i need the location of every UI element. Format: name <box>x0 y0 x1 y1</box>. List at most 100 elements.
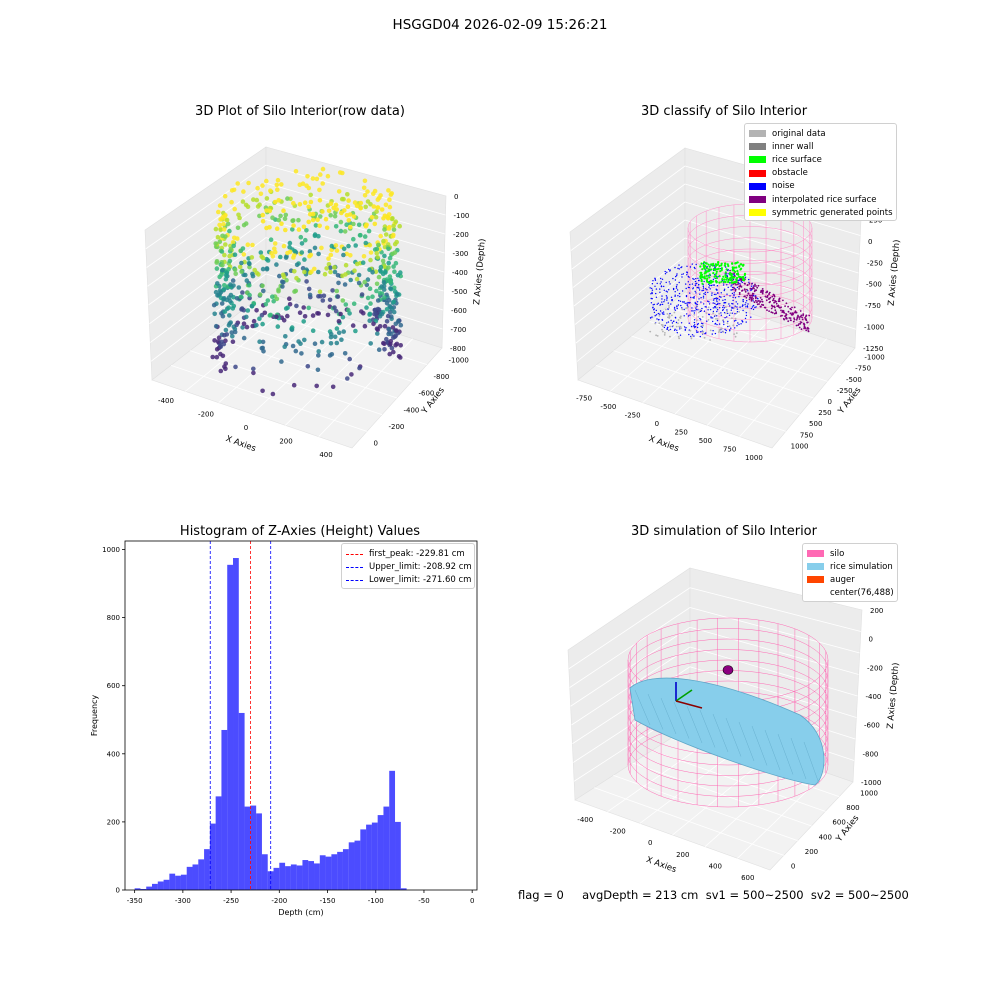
legend-item: obstacle <box>749 167 892 180</box>
rice-surface-point <box>723 278 726 281</box>
scatter-point <box>235 181 240 186</box>
interpolated-point <box>806 321 809 324</box>
y-tick-label: -400 <box>404 406 420 414</box>
scatter-point <box>362 193 368 198</box>
noise-point <box>707 291 709 294</box>
z-tick-label: 0 <box>869 636 873 644</box>
noise-point <box>717 276 719 278</box>
interpolated-point <box>768 310 770 312</box>
scatter-point <box>245 242 251 247</box>
noise-point <box>736 308 739 310</box>
noise-point <box>736 311 739 313</box>
noise-point <box>730 285 732 287</box>
scatter-point <box>372 188 378 194</box>
noise-point <box>672 277 674 280</box>
rice-surface-point <box>727 264 730 268</box>
noise-point <box>708 301 710 303</box>
legend-item: silo <box>807 547 893 560</box>
noise-point <box>715 304 717 306</box>
legend-label: interpolated rice surface <box>772 194 877 205</box>
scatter-point <box>275 324 281 329</box>
scatter-point <box>363 204 369 210</box>
interpolated-point <box>753 285 756 287</box>
histogram-bar <box>209 823 216 890</box>
legend-swatch <box>749 130 766 138</box>
scatter-point <box>349 372 354 377</box>
noise-point <box>676 332 678 334</box>
scatter-point <box>302 337 307 343</box>
z-tick-label: -1000 <box>861 779 881 787</box>
grid-line <box>568 587 691 670</box>
interpolated-point <box>744 283 746 285</box>
noise-point <box>695 277 697 280</box>
interpolated-point <box>739 284 742 287</box>
silo-wire <box>687 271 813 320</box>
x-tick-label: 0 <box>655 420 659 428</box>
interpolated-point <box>770 307 773 310</box>
scatter-point <box>382 253 387 259</box>
x-tick-label: 0 <box>244 424 248 432</box>
noise-point <box>687 286 690 289</box>
rice-surface-point <box>715 277 718 280</box>
scatter-point <box>377 324 383 329</box>
scatter-point <box>358 200 364 206</box>
noise-point <box>733 294 735 296</box>
interpolated-point <box>801 316 803 319</box>
scatter-point <box>381 216 386 221</box>
interpolated-point <box>806 326 809 329</box>
noise-point <box>656 282 658 285</box>
noise-point <box>679 300 682 302</box>
noise-point <box>726 284 728 286</box>
scatter-point <box>342 282 348 287</box>
scatter-point <box>239 269 244 274</box>
histogram-bar <box>250 805 257 890</box>
rice-surface-point <box>731 262 734 265</box>
scatter-point <box>236 212 241 218</box>
scatter-point <box>365 189 370 194</box>
scatter-point <box>290 343 296 349</box>
noise-point <box>713 293 716 296</box>
original-point <box>709 339 711 341</box>
rice-surface-point <box>707 263 710 266</box>
x-axis-label: X Axies <box>645 855 678 875</box>
rice-surface-point <box>701 268 704 271</box>
noise-point <box>712 310 715 313</box>
interpolated-point <box>772 297 775 300</box>
scatter-point <box>341 329 347 334</box>
noise-point <box>678 299 680 302</box>
noise-point <box>724 317 726 319</box>
original-point <box>664 332 666 334</box>
noise-point <box>742 304 744 306</box>
interpolated-point <box>788 317 791 319</box>
histogram-bar <box>348 842 355 890</box>
grid-line <box>573 219 686 307</box>
scatter-point <box>393 219 399 224</box>
interpolated-point <box>748 282 751 285</box>
scatter-point <box>256 272 261 277</box>
scatter-point <box>299 351 304 356</box>
interpolated-point <box>778 300 781 303</box>
noise-point <box>732 296 734 299</box>
interpolated-point <box>752 297 754 300</box>
y-tick-label: 600 <box>832 819 845 827</box>
original-point <box>678 337 680 340</box>
scatter-point <box>222 283 227 288</box>
legend-label: Lower_limit: -271.60 cm <box>369 574 472 585</box>
noise-point <box>737 322 739 324</box>
interpolated-point <box>808 314 811 317</box>
x-tick-label: -200 <box>271 897 287 905</box>
scatter-point <box>338 311 343 317</box>
grid-line <box>572 201 686 288</box>
interpolated-point <box>770 304 773 307</box>
histogram-bar <box>273 867 280 890</box>
noise-point <box>672 320 675 323</box>
legend-item: symmetric generated points <box>749 206 893 219</box>
histogram-bar <box>342 849 349 890</box>
noise-point <box>723 289 725 292</box>
noise-point <box>686 274 688 276</box>
scatter-point <box>312 245 318 251</box>
scatter-point <box>387 197 392 202</box>
noise-point <box>706 289 708 291</box>
legend-label: inner wall <box>772 141 814 152</box>
interpolated-point <box>789 319 792 321</box>
